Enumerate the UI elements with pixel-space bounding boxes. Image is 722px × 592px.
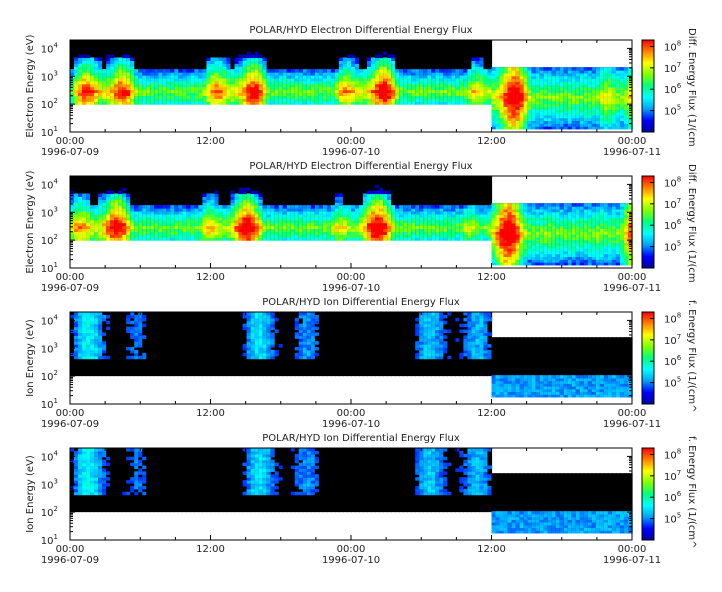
x-date-label: 1996-07-09 (41, 419, 99, 430)
colorbar-tick-label: 106 (664, 218, 682, 232)
colorbar-tick-label: 105 (664, 512, 681, 526)
spectrogram-panel-3: POLAR/HYD Ion Differential Energy Flux Io… (25, 297, 697, 430)
x-tick-label: 12:00 (477, 544, 506, 555)
spectrogram-cells (70, 312, 633, 398)
x-tick-label: 00:00 (337, 136, 366, 147)
colorbar-tick-label: 107 (664, 333, 681, 347)
x-date-label: 1996-07-11 (603, 147, 661, 158)
x-date-label: 1996-07-09 (41, 147, 99, 158)
colorbar-tick-label: 108 (664, 447, 681, 461)
x-tick-label: 12:00 (477, 136, 506, 147)
spectrogram-panel-2: POLAR/HYD Electron Differential Energy F… (25, 161, 697, 294)
spectrogram-panel-1: POLAR/HYD Electron Differential Energy F… (25, 25, 697, 158)
colorbar-tick-label: 106 (664, 354, 682, 368)
y-axis-label: Electron Energy (eV) (25, 34, 36, 137)
x-date-label: 1996-07-10 (322, 419, 380, 430)
colorbar-tick-label: 105 (664, 376, 681, 390)
colorbar-tick-label: 107 (664, 61, 681, 75)
spectrogram-cells (70, 40, 633, 130)
spectrogram-cells (70, 176, 633, 266)
x-tick-label: 00:00 (618, 272, 647, 283)
y-tick-label: 103 (41, 205, 58, 219)
y-axis-label: Ion Energy (eV) (25, 455, 36, 533)
y-tick-label: 104 (41, 313, 59, 327)
colorbar-tick-label: 105 (664, 240, 681, 254)
x-tick-label: 12:00 (196, 408, 225, 419)
x-tick-label: 00:00 (56, 272, 85, 283)
y-tick-label: 103 (41, 69, 58, 83)
x-date-label: 1996-07-09 (41, 283, 99, 294)
y-tick-label: 104 (41, 41, 59, 55)
x-tick-label: 12:00 (196, 272, 225, 283)
colorbar-label: f. Energy Flux (1/(cm^ (686, 300, 697, 412)
colorbar (641, 311, 655, 405)
x-tick-label: 12:00 (477, 272, 506, 283)
y-tick-label: 101 (41, 533, 58, 547)
x-tick-label: 00:00 (337, 272, 366, 283)
panel-title: POLAR/HYD Electron Differential Energy F… (249, 25, 472, 36)
y-tick-label: 101 (41, 397, 58, 411)
colorbar-label: Diff. Energy Flux (1/(cm (686, 164, 697, 283)
x-date-label: 1996-07-10 (322, 283, 380, 294)
y-tick-label: 103 (41, 477, 58, 491)
x-tick-label: 00:00 (56, 408, 85, 419)
colorbar-tick-label: 106 (664, 82, 682, 96)
panel-title: POLAR/HYD Ion Differential Energy Flux (262, 433, 460, 444)
y-axis-label: Ion Energy (eV) (25, 319, 36, 397)
spectrogram-cells (70, 448, 633, 534)
panel-title: POLAR/HYD Ion Differential Energy Flux (262, 297, 460, 308)
colorbar-tick-label: 107 (664, 197, 681, 211)
x-tick-label: 00:00 (618, 544, 647, 555)
y-tick-label: 103 (41, 341, 58, 355)
y-tick-label: 102 (41, 505, 58, 519)
colorbar-tick-label: 106 (664, 490, 682, 504)
colorbar-tick-label: 107 (664, 469, 681, 483)
panel-title: POLAR/HYD Electron Differential Energy F… (249, 161, 472, 172)
colorbar-tick-label: 108 (664, 39, 681, 53)
x-date-label: 1996-07-10 (322, 147, 380, 158)
x-tick-label: 00:00 (337, 408, 366, 419)
colorbar (641, 447, 655, 541)
colorbar (641, 39, 655, 133)
x-tick-label: 00:00 (618, 408, 647, 419)
colorbar (641, 175, 655, 269)
x-tick-label: 00:00 (618, 136, 647, 147)
y-tick-label: 101 (41, 125, 58, 139)
colorbar-label: Diff. Energy Flux (1/(cm (686, 28, 697, 147)
x-date-label: 1996-07-11 (603, 419, 661, 430)
y-axis-label: Electron Energy (eV) (25, 170, 36, 273)
colorbar-tick-label: 108 (664, 175, 681, 189)
x-tick-label: 12:00 (477, 408, 506, 419)
y-tick-label: 102 (41, 233, 58, 247)
y-tick-label: 104 (41, 177, 59, 191)
x-tick-label: 00:00 (56, 136, 85, 147)
x-tick-label: 12:00 (196, 544, 225, 555)
colorbar-tick-label: 108 (664, 311, 681, 325)
spectrogram-panel-4: POLAR/HYD Ion Differential Energy Flux Io… (25, 433, 697, 566)
x-date-label: 1996-07-10 (322, 555, 380, 566)
x-tick-label: 00:00 (56, 544, 85, 555)
y-tick-label: 102 (41, 97, 58, 111)
y-tick-label: 104 (41, 449, 59, 463)
x-date-label: 1996-07-09 (41, 555, 99, 566)
colorbar-tick-label: 105 (664, 104, 681, 118)
x-date-label: 1996-07-11 (603, 283, 661, 294)
x-tick-label: 12:00 (196, 136, 225, 147)
x-date-label: 1996-07-11 (603, 555, 661, 566)
x-tick-label: 00:00 (337, 544, 366, 555)
y-tick-label: 102 (41, 369, 58, 383)
colorbar-label: f. Energy Flux (1/(cm^ (686, 436, 697, 548)
y-tick-label: 101 (41, 261, 58, 275)
